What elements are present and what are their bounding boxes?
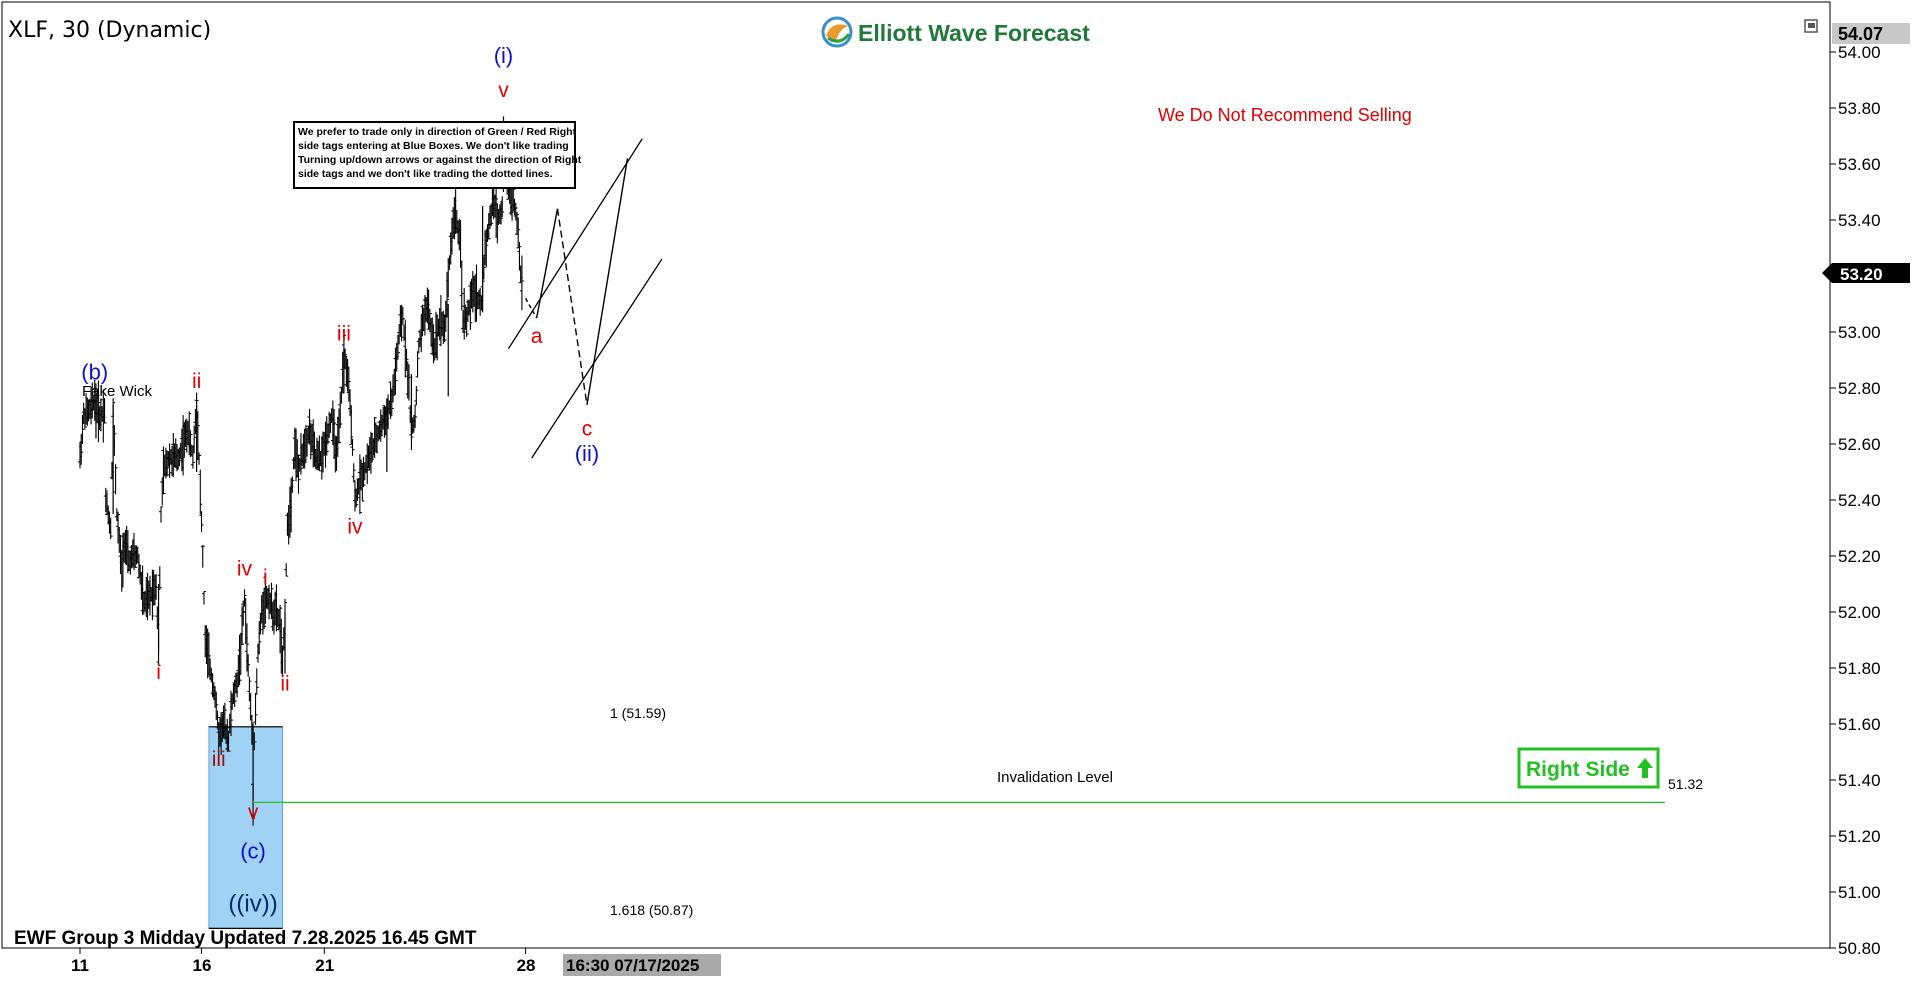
blue-box bbox=[208, 726, 284, 929]
y-tick-label: 51.00 bbox=[1838, 883, 1881, 902]
y-tick-label: 52.60 bbox=[1838, 435, 1881, 454]
current-price-tag-bg bbox=[1822, 263, 1910, 283]
wave-label: ((iv)) bbox=[228, 891, 277, 918]
y-tick-label: 50.80 bbox=[1838, 939, 1881, 958]
disclaimer-line: Turning up/down arrows or against the di… bbox=[298, 154, 582, 166]
disclaimer-frame bbox=[293, 121, 576, 189]
y-tick-label: 51.20 bbox=[1838, 827, 1881, 846]
brand-logo-swoosh-icon bbox=[826, 24, 848, 42]
y-tick-label: 53.40 bbox=[1838, 211, 1881, 230]
brand-name: Elliott Wave Forecast bbox=[858, 20, 1090, 46]
wave-label: iv bbox=[237, 558, 253, 581]
y-tick-label: 52.80 bbox=[1838, 379, 1881, 398]
wave-label: ii bbox=[280, 672, 289, 695]
y-tick-label: 52.40 bbox=[1838, 491, 1881, 510]
right-side-frame bbox=[1517, 747, 1660, 789]
top-price-tag: 54.07 bbox=[1832, 23, 1910, 44]
x-crosshair-tag: 16:30 07/17/2025 bbox=[563, 954, 721, 976]
window-restore-icon[interactable] bbox=[1804, 19, 1818, 33]
projection-line bbox=[586, 158, 629, 405]
arrow-up-icon bbox=[1637, 758, 1653, 778]
y-tick-label: 51.80 bbox=[1838, 659, 1881, 678]
wave-label: v bbox=[498, 79, 509, 102]
disclaimer-line: side tags entering at Blue Boxes. We don… bbox=[298, 140, 569, 152]
disclaimer-line: We prefer to trade only in direction of … bbox=[298, 126, 577, 138]
x-tick-label: 21 bbox=[315, 956, 334, 975]
wave-label: i bbox=[156, 661, 161, 684]
right-side-label: Right Side bbox=[1526, 758, 1630, 781]
invalidation-label: Invalidation Level bbox=[997, 769, 1113, 786]
wave-label: (b) bbox=[81, 360, 108, 385]
y-tick-label: 53.60 bbox=[1838, 155, 1881, 174]
disclaimer-box: We prefer to trade only in direction of … bbox=[293, 121, 582, 189]
wave-label: (ii) bbox=[575, 441, 599, 466]
wave-label: iii bbox=[212, 748, 226, 771]
wave-label: ii bbox=[192, 370, 201, 393]
x-tick-label: 28 bbox=[517, 956, 536, 975]
right-side-tag: Right Side bbox=[1517, 747, 1660, 789]
wave-label: iv bbox=[347, 516, 363, 539]
channel-line bbox=[531, 258, 663, 459]
projection-line bbox=[524, 298, 538, 319]
y-tick-label: 53.80 bbox=[1838, 99, 1881, 118]
projection-line bbox=[556, 208, 588, 405]
top-price-tag-bg bbox=[1832, 23, 1910, 44]
y-tick-label: 52.20 bbox=[1838, 547, 1881, 566]
invalidation-value: 51.32 bbox=[1668, 776, 1703, 792]
chart-title: XLF, 30 (Dynamic) bbox=[8, 18, 211, 43]
wave-label: (c) bbox=[240, 838, 266, 863]
fib-label-100: 1 (51.59) bbox=[610, 705, 666, 721]
current-price-tag: 53.20 bbox=[1822, 263, 1910, 284]
x-crosshair-tag-bg bbox=[563, 954, 721, 976]
wave-label: a bbox=[531, 325, 543, 348]
y-tick-label: 51.60 bbox=[1838, 715, 1881, 734]
brand-logo-swoosh-icon-2 bbox=[827, 33, 851, 43]
footer-update-text: EWF Group 3 Midday Updated 7.28.2025 16.… bbox=[14, 928, 477, 949]
current-price-label: 53.20 bbox=[1840, 265, 1883, 284]
wave-label: v bbox=[248, 801, 259, 824]
warning-text: We Do Not Recommend Selling bbox=[1158, 105, 1412, 125]
y-tick-label: 53.00 bbox=[1838, 323, 1881, 342]
y-tick-label: 52.00 bbox=[1838, 603, 1881, 622]
wave-label: (i) bbox=[494, 43, 514, 68]
x-crosshair-label: 16:30 07/17/2025 bbox=[566, 956, 699, 975]
wave-label: i bbox=[263, 566, 268, 589]
y-tick-label: 54.00 bbox=[1838, 43, 1881, 62]
x-tick-label: 16 bbox=[193, 956, 212, 975]
fake-wick-label: Fake Wick bbox=[82, 383, 153, 400]
projection-line bbox=[535, 208, 559, 319]
disclaimer-line: side tags and we don't like trading the … bbox=[298, 168, 553, 180]
fib-label-1618: 1.618 (50.87) bbox=[610, 902, 693, 918]
y-tick-label: 51.40 bbox=[1838, 771, 1881, 790]
wave-label: c bbox=[582, 418, 593, 441]
top-price-label: 54.07 bbox=[1838, 24, 1883, 44]
brand-logo: Elliott Wave Forecast bbox=[821, 16, 1090, 48]
wave-label: iii bbox=[337, 322, 351, 345]
x-tick-label: 11 bbox=[71, 956, 89, 975]
channel-line bbox=[507, 138, 643, 350]
